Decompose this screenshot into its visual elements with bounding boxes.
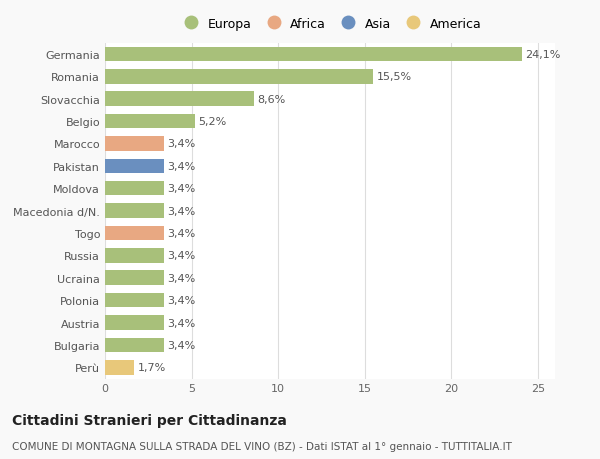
Bar [105,316,164,330]
Bar [105,338,164,353]
Bar [105,115,195,129]
Text: 3,4%: 3,4% [167,229,196,239]
Text: COMUNE DI MONTAGNA SULLA STRADA DEL VINO (BZ) - Dati ISTAT al 1° gennaio - TUTTI: COMUNE DI MONTAGNA SULLA STRADA DEL VINO… [12,441,512,451]
Bar [105,204,164,218]
Text: 3,4%: 3,4% [167,206,196,216]
Text: 3,4%: 3,4% [167,340,196,350]
Text: 3,4%: 3,4% [167,251,196,261]
Text: 3,4%: 3,4% [167,273,196,283]
Bar [105,92,254,106]
Text: 15,5%: 15,5% [377,72,412,82]
Text: 5,2%: 5,2% [199,117,227,127]
Bar [105,293,164,308]
Bar [105,70,373,84]
Bar [105,48,522,62]
Text: 3,4%: 3,4% [167,296,196,306]
Bar [105,226,164,241]
Bar [105,249,164,263]
Bar [105,182,164,196]
Text: Cittadini Stranieri per Cittadinanza: Cittadini Stranieri per Cittadinanza [12,413,287,427]
Bar [105,159,164,174]
Bar [105,137,164,151]
Bar [105,271,164,285]
Text: 3,4%: 3,4% [167,184,196,194]
Text: 1,7%: 1,7% [138,363,166,373]
Text: 3,4%: 3,4% [167,318,196,328]
Text: 3,4%: 3,4% [167,162,196,172]
Text: 24,1%: 24,1% [526,50,561,60]
Text: 8,6%: 8,6% [257,95,286,105]
Legend: Europa, Africa, Asia, America: Europa, Africa, Asia, America [179,18,481,31]
Text: 3,4%: 3,4% [167,139,196,149]
Bar [105,360,134,375]
